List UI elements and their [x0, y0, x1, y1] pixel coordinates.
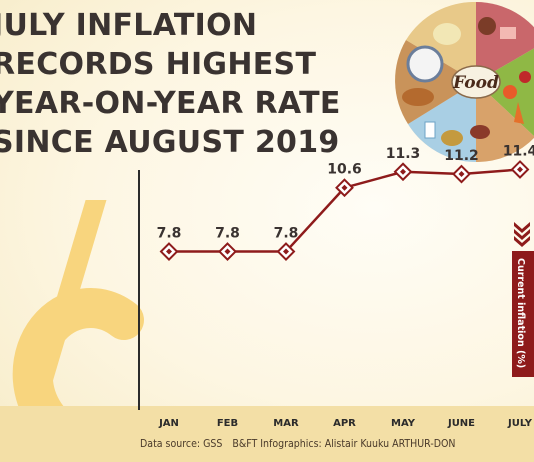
data-point-core [400, 168, 406, 175]
source-note: Data source: GSS B&FT Infographics: Alist… [140, 438, 466, 450]
x-tick-label: MAR [273, 418, 299, 429]
data-label: 11.4 [503, 143, 534, 159]
data-label: 7.8 [274, 226, 299, 242]
data-point-core [341, 184, 348, 191]
x-tick-label: JUNE [447, 418, 475, 429]
infographic-credit: B&FT Infographics: Alistair Kuuku ARTHUR… [232, 438, 456, 450]
page-title: JULY INFLATION RECORDS HIGHEST YEAR-ON-Y… [0, 6, 341, 162]
data-source: Data source: GSS [140, 438, 223, 450]
x-tick-label: JULY [507, 418, 533, 429]
data-point-core [458, 171, 465, 178]
food-plate-illustration: Food [395, 2, 534, 162]
x-tick-label: JAN [158, 418, 179, 429]
title-line-1: JULY INFLATION [0, 8, 258, 43]
chevron-down-icon [514, 229, 530, 240]
data-point-core [517, 166, 523, 173]
current-inflation-label: Current inflation (%) [515, 258, 526, 368]
title-line-4: SINCE AUGUST 2019 [0, 125, 340, 160]
data-label: 11.3 [386, 146, 421, 162]
data-label: 7.8 [215, 226, 240, 242]
title-line-3: YEAR-ON-YEAR RATE [0, 86, 341, 121]
title-line-2: RECORDS HIGHEST [0, 47, 317, 82]
data-point-core [283, 248, 289, 255]
axis-band [0, 406, 534, 462]
x-tick-label: APR [333, 418, 356, 429]
current-indicator: Current inflation (%) [512, 222, 534, 377]
data-point-core [166, 248, 172, 255]
x-tick-label: MAY [391, 418, 416, 429]
data-label: 11.2 [444, 148, 479, 164]
data-label: 7.8 [157, 226, 182, 242]
food-label: Food [452, 73, 499, 93]
data-point-core [224, 248, 231, 255]
chevron-down-icon [514, 222, 530, 233]
data-label: 10.6 [327, 162, 362, 178]
chevron-down-icon [514, 236, 530, 247]
x-tick-label: FEB [217, 418, 238, 429]
current-inflation-box [512, 251, 534, 377]
